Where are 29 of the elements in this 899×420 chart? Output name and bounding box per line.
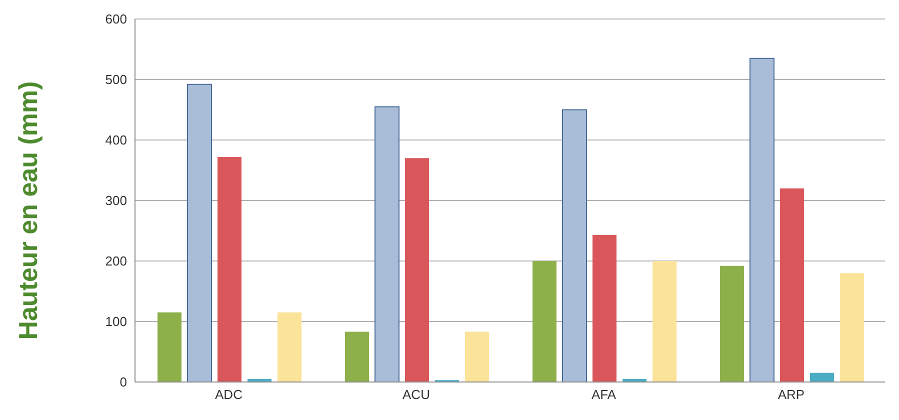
y-tick-label: 600 bbox=[105, 12, 127, 27]
bar bbox=[592, 234, 616, 382]
x-tick-label: ADC bbox=[215, 387, 242, 402]
bar bbox=[532, 261, 556, 382]
y-tick-label: 200 bbox=[105, 254, 127, 269]
bar bbox=[345, 332, 369, 382]
bar bbox=[374, 106, 400, 382]
bar bbox=[562, 109, 587, 382]
y-tick-label: 0 bbox=[120, 374, 127, 390]
y-axis-title: Hauteur en eau (mm) bbox=[12, 80, 44, 340]
x-tick-label: AFA bbox=[591, 387, 616, 402]
y-tick-label: 100 bbox=[105, 314, 127, 330]
y-tick-label: 500 bbox=[105, 72, 127, 88]
bar bbox=[278, 312, 302, 382]
bar bbox=[720, 266, 744, 382]
bar bbox=[652, 261, 676, 382]
bar bbox=[810, 372, 834, 382]
y-tick-label: 400 bbox=[105, 132, 127, 148]
bar bbox=[840, 273, 864, 382]
bar bbox=[218, 156, 242, 382]
y-tick-label: 300 bbox=[105, 193, 127, 208]
bar bbox=[405, 158, 429, 382]
bar bbox=[187, 84, 212, 382]
bar bbox=[780, 188, 804, 382]
x-tick-label: ACU bbox=[402, 387, 430, 402]
bar bbox=[465, 332, 489, 382]
bar bbox=[750, 58, 774, 382]
bar bbox=[158, 312, 182, 382]
x-tick-label: ARP bbox=[778, 387, 805, 402]
